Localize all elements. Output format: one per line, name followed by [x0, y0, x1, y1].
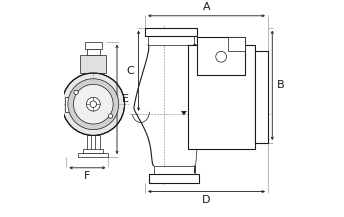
- Bar: [87, 135, 92, 152]
- Bar: [83, 150, 104, 153]
- Bar: [66, 99, 73, 110]
- Bar: [145, 28, 197, 36]
- Bar: [255, 51, 268, 143]
- Text: C: C: [126, 66, 134, 76]
- Bar: [95, 135, 100, 152]
- Bar: [154, 166, 195, 174]
- Circle shape: [86, 97, 100, 111]
- Bar: [78, 153, 108, 157]
- Bar: [197, 37, 245, 75]
- Bar: [80, 55, 106, 73]
- Circle shape: [68, 79, 119, 130]
- Circle shape: [62, 73, 125, 135]
- Bar: [85, 42, 102, 49]
- Text: B: B: [277, 80, 284, 90]
- Bar: [65, 97, 71, 112]
- Text: A: A: [203, 2, 210, 12]
- Circle shape: [74, 84, 113, 124]
- Circle shape: [216, 51, 227, 62]
- Bar: [148, 36, 194, 45]
- Circle shape: [74, 90, 78, 94]
- Text: D: D: [202, 195, 211, 205]
- Text: E: E: [122, 94, 129, 104]
- Polygon shape: [181, 111, 186, 115]
- Text: F: F: [84, 171, 90, 181]
- Bar: [188, 45, 255, 150]
- Bar: [149, 174, 199, 183]
- Bar: [87, 49, 100, 55]
- Circle shape: [90, 101, 97, 107]
- Circle shape: [108, 114, 113, 118]
- Bar: [228, 37, 245, 51]
